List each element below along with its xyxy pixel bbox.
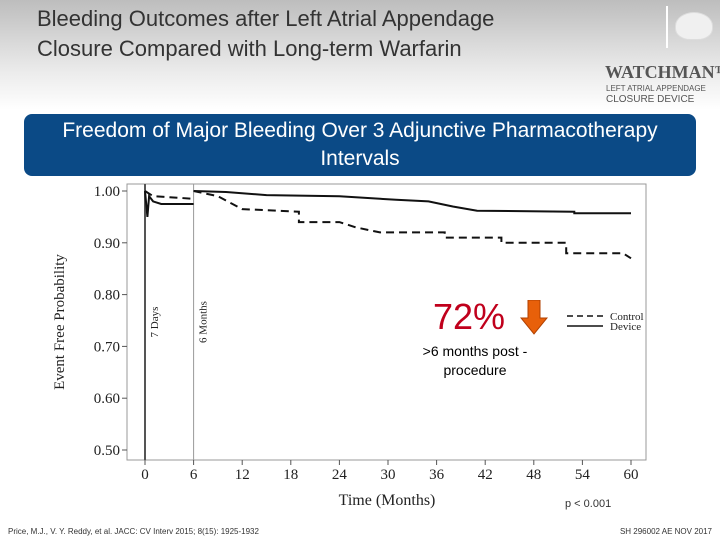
logo-subtitle-1: LEFT ATRIAL APPENDAGE <box>606 84 706 93</box>
x-tick-label: 6 <box>190 467 198 483</box>
y-tick-label: 0.90 <box>94 236 120 252</box>
x-tick-label: 0 <box>141 467 149 483</box>
header: Bleeding Outcomes after Left Atrial Appe… <box>0 0 720 110</box>
logo-brand: WATCHMAN™ <box>605 62 720 82</box>
legend-label: Device <box>610 321 641 333</box>
x-tick-label: 54 <box>575 467 591 483</box>
x-tick-label: 18 <box>283 467 298 483</box>
chart-banner: Freedom of Major Bleeding Over 3 Adjunct… <box>24 114 696 176</box>
x-axis-label: Time (Months) <box>339 492 436 509</box>
y-tick-label: 1.00 <box>94 184 120 200</box>
citation: Price, M.J., V. Y. Reddy, et al. JACC: C… <box>8 527 259 536</box>
y-axis-label: Event Free Probability <box>52 254 68 390</box>
legend-label: Control <box>610 311 644 323</box>
reduction-value: 72% <box>433 296 506 337</box>
slide-title: Bleeding Outcomes after Left Atrial Appe… <box>37 6 495 61</box>
y-tick-label: 0.60 <box>94 391 120 407</box>
logo-subtitle-2: CLOSURE DEVICE <box>606 94 695 105</box>
y-tick-label: 0.50 <box>94 443 120 459</box>
reduction-note: >6 months post -procedure <box>422 343 528 378</box>
p-value: p < 0.001 <box>565 498 612 510</box>
x-tick-label: 48 <box>526 467 541 483</box>
down-arrow-icon <box>520 300 548 335</box>
series-control <box>144 190 194 200</box>
x-tick-label: 60 <box>624 467 639 483</box>
x-tick-label: 12 <box>235 467 250 483</box>
y-tick-label: 0.80 <box>94 288 120 304</box>
logo-divider <box>666 6 668 48</box>
y-tick-label: 0.70 <box>94 339 120 355</box>
vline-label: 6 Months <box>198 301 210 343</box>
x-tick-label: 30 <box>381 467 396 483</box>
series-device <box>193 190 631 215</box>
series-control <box>193 190 632 260</box>
x-tick-label: 36 <box>429 467 445 483</box>
plot-frame <box>126 183 647 461</box>
vline-label: 7 Days <box>149 307 161 338</box>
watchman-device-icon <box>675 12 713 40</box>
x-tick-label: 24 <box>332 467 348 483</box>
document-code: SH 296002 AE NOV 2017 <box>619 527 712 536</box>
series-device <box>144 190 194 217</box>
x-tick-label: 42 <box>478 467 493 483</box>
